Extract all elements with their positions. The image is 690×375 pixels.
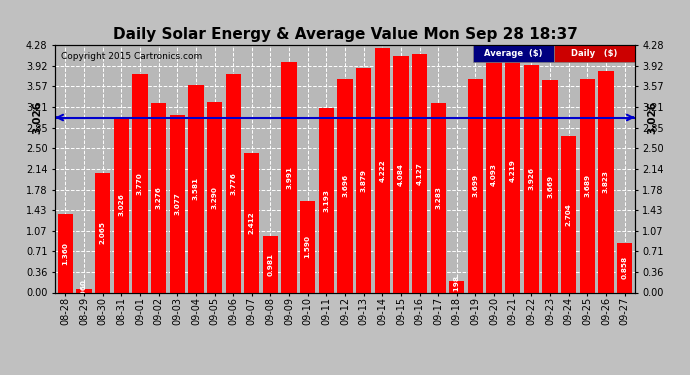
- Text: 2.065: 2.065: [100, 221, 106, 244]
- Bar: [170, 115, 185, 292]
- Text: 0.060: 0.060: [81, 279, 87, 302]
- Bar: [375, 48, 390, 292]
- Bar: [524, 66, 539, 292]
- Text: 0.981: 0.981: [268, 253, 273, 276]
- Text: 3.283: 3.283: [435, 186, 441, 209]
- Text: 4.127: 4.127: [417, 162, 422, 184]
- Text: 3.823: 3.823: [603, 171, 609, 194]
- Bar: [617, 243, 632, 292]
- Bar: [207, 102, 222, 292]
- Bar: [95, 173, 110, 292]
- Text: 3.193: 3.193: [324, 189, 329, 211]
- Text: 4.219: 4.219: [510, 159, 515, 182]
- Text: 3.669: 3.669: [547, 175, 553, 198]
- Text: 3.689: 3.689: [584, 174, 590, 197]
- Bar: [356, 68, 371, 292]
- Title: Daily Solar Energy & Average Value Mon Sep 28 18:37: Daily Solar Energy & Average Value Mon S…: [112, 27, 578, 42]
- Text: 3.077: 3.077: [175, 192, 180, 215]
- Bar: [151, 103, 166, 292]
- Bar: [542, 80, 558, 292]
- Text: 3.776: 3.776: [230, 172, 236, 195]
- Text: 3.581: 3.581: [193, 177, 199, 201]
- Text: 3.026: 3.026: [119, 194, 124, 216]
- Text: 4.222: 4.222: [380, 159, 385, 182]
- Bar: [412, 54, 427, 292]
- Text: 4.093: 4.093: [491, 163, 497, 186]
- Bar: [300, 201, 315, 292]
- Text: 3.290: 3.290: [212, 186, 217, 209]
- Bar: [561, 136, 576, 292]
- Bar: [431, 103, 446, 292]
- Bar: [132, 75, 148, 292]
- Bar: [226, 74, 241, 292]
- Text: 1.360: 1.360: [63, 242, 68, 265]
- Bar: [319, 108, 334, 292]
- Bar: [486, 56, 502, 292]
- Text: 3.879: 3.879: [361, 169, 366, 192]
- Bar: [449, 281, 464, 292]
- Text: 3.991: 3.991: [286, 166, 292, 189]
- Text: 4.084: 4.084: [398, 163, 404, 186]
- Bar: [598, 71, 613, 292]
- Text: 0.858: 0.858: [622, 256, 627, 279]
- Bar: [393, 56, 408, 292]
- Text: 3.696: 3.696: [342, 174, 348, 197]
- Text: 1.590: 1.590: [305, 235, 310, 258]
- Bar: [58, 214, 73, 292]
- Text: 3.926: 3.926: [529, 168, 534, 190]
- Bar: [77, 289, 92, 292]
- Bar: [188, 86, 204, 292]
- Text: 3.026: 3.026: [32, 101, 43, 134]
- Bar: [337, 79, 353, 292]
- Text: Copyright 2015 Cartronics.com: Copyright 2015 Cartronics.com: [61, 53, 202, 62]
- Text: 3.770: 3.770: [137, 172, 143, 195]
- Bar: [505, 48, 520, 292]
- Bar: [114, 117, 129, 292]
- Bar: [263, 236, 278, 292]
- Text: 3.699: 3.699: [473, 174, 478, 197]
- Text: 3.276: 3.276: [156, 186, 161, 209]
- Bar: [468, 79, 483, 292]
- Text: 0.198: 0.198: [454, 275, 460, 298]
- Text: 3.026: 3.026: [647, 101, 658, 134]
- Bar: [244, 153, 259, 292]
- Text: 2.704: 2.704: [566, 203, 571, 226]
- Bar: [282, 62, 297, 292]
- Text: 2.412: 2.412: [249, 211, 255, 234]
- Bar: [580, 79, 595, 292]
